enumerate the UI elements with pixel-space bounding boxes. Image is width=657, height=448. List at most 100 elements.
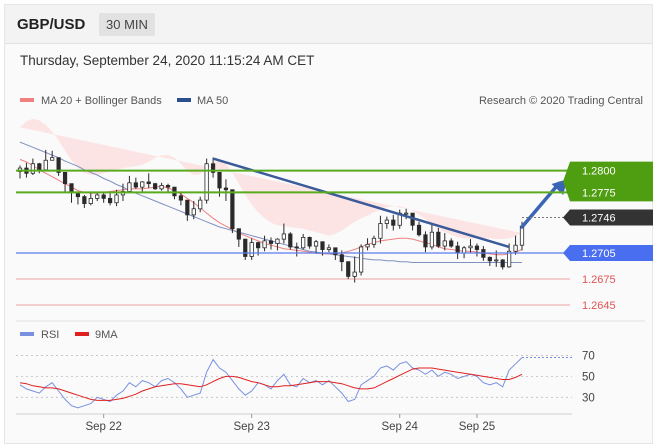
candle [397, 209, 402, 229]
rsi-ma-legend-label: 9MA [95, 329, 118, 341]
candle [436, 227, 441, 248]
candle [249, 238, 254, 260]
candle [281, 223, 286, 244]
candle [17, 165, 23, 179]
candle [449, 238, 454, 248]
current-price-label: 1.2746 [582, 212, 616, 224]
candle [442, 233, 447, 251]
candle [371, 235, 377, 248]
ma50-legend-label: MA 50 [197, 95, 228, 107]
candle [230, 189, 235, 234]
candle [391, 214, 396, 231]
rsi-tick-label: 50 [582, 371, 595, 383]
ma20-legend-swatch [20, 98, 34, 102]
candle [268, 237, 274, 250]
target-label: 1.2645 [582, 300, 616, 312]
candle [500, 259, 505, 270]
candle [384, 216, 389, 229]
candle [339, 250, 344, 272]
candle [307, 236, 312, 249]
candle [62, 171, 68, 193]
candle [101, 192, 106, 203]
candle [301, 233, 306, 250]
candle [352, 256, 357, 283]
candle [275, 238, 280, 251]
candle [146, 173, 151, 188]
candle [178, 191, 183, 206]
rsi-ma-line [19, 367, 523, 401]
candle [198, 196, 203, 213]
support-badge [563, 245, 653, 261]
candle [108, 193, 113, 206]
candle [294, 242, 299, 257]
projection-arrow-head [551, 179, 568, 195]
ma20-legend-label: MA 20 + Bollinger Bands [41, 95, 162, 107]
header-bar: GBP/USD 30 MIN [5, 5, 652, 44]
candle [159, 182, 164, 191]
candle [37, 162, 42, 174]
x-axis-tick-label: Sep 22 [85, 421, 121, 433]
rsi-tick-label: 30 [582, 392, 595, 404]
candle [88, 192, 93, 206]
candle [236, 228, 241, 247]
candle [133, 177, 138, 189]
x-axis: Sep 22 Sep 23 Sep 24 Sep 25 [16, 413, 572, 433]
rsi-ma-legend-swatch [75, 332, 89, 336]
candle [75, 191, 81, 205]
candle [82, 194, 87, 208]
candle [455, 241, 460, 260]
currency-pair: GBP/USD [17, 16, 86, 33]
rsi-tick-label: 70 [582, 350, 595, 362]
timeframe-badge[interactable]: 30 MIN [99, 13, 155, 36]
current-price-badge [563, 209, 653, 226]
candle [56, 157, 61, 176]
candle [185, 199, 190, 221]
candle [320, 241, 325, 256]
price-plot [17, 118, 568, 283]
candle [468, 239, 473, 253]
candle [416, 221, 422, 237]
resistance-badge [563, 161, 653, 202]
candle [423, 231, 428, 253]
candle [378, 215, 383, 244]
candle [410, 212, 415, 231]
x-axis-tick-label: Sep 25 [459, 421, 495, 433]
candle [429, 224, 434, 250]
candle [487, 256, 492, 266]
candle [210, 157, 216, 178]
timestamp: Thursday, September 24, 2020 11:15:24 AM… [20, 53, 315, 68]
projection-arrow [520, 181, 561, 229]
price-levels: 1.2800 1.2775 1.2746 1.2705 1.2675 1.2645 [16, 161, 653, 312]
trend-line [212, 157, 510, 249]
candle [140, 181, 145, 193]
ma50-legend-swatch [177, 98, 191, 102]
candle [365, 238, 370, 251]
x-axis-tick-label: Sep 24 [381, 421, 418, 433]
candle [333, 247, 338, 260]
candle [507, 243, 512, 268]
candle [30, 158, 35, 175]
support-label: 1.2705 [582, 248, 616, 260]
rsi-line [19, 357, 523, 409]
source-credit: Research © 2020 Trading Central [479, 95, 643, 107]
resistance-label: 1.2775 [582, 187, 616, 199]
target-label: 1.2675 [582, 274, 616, 286]
resistance-label: 1.2800 [582, 166, 616, 178]
candle [326, 244, 332, 253]
candle [359, 244, 364, 276]
chart-widget: GBP/USD 30 MIN Thursday, September 24, 2… [4, 4, 653, 444]
candle [313, 240, 319, 254]
candle [262, 235, 267, 252]
rsi-plot: 70 50 30 [16, 350, 595, 409]
candle [461, 246, 467, 259]
rsi-legend-swatch [20, 332, 34, 336]
x-axis-tick-label: Sep 23 [233, 421, 269, 433]
candle [288, 232, 293, 250]
candle [50, 150, 55, 161]
rsi-legend-label: RSI [41, 329, 59, 341]
candle [223, 179, 229, 201]
bollinger-band [20, 118, 522, 240]
candle [204, 158, 209, 204]
candle [513, 235, 518, 255]
